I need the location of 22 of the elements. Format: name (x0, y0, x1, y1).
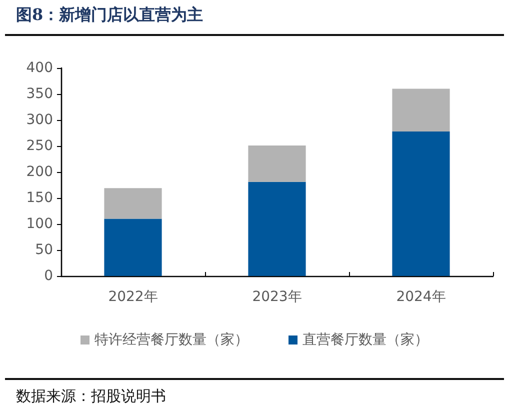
y-tick-label: 250 (26, 138, 53, 154)
chart-title: 图8：新增门店以直营为主 (16, 5, 204, 26)
bar (248, 182, 306, 276)
bar (248, 145, 306, 182)
y-tick-label: 0 (44, 268, 53, 284)
y-tick-label: 150 (26, 190, 53, 206)
bar (392, 88, 450, 132)
x-tick-label: 2022年 (108, 289, 158, 305)
bar (104, 218, 162, 276)
x-tick-label: 2024年 (396, 289, 446, 305)
y-tick-label: 50 (35, 242, 53, 258)
y-tick-label: 350 (26, 86, 53, 102)
bar (104, 188, 162, 219)
bar (392, 131, 450, 276)
y-tick-label: 300 (26, 112, 53, 128)
legend-label: 直营餐厅数量（家） (302, 332, 428, 348)
legend-label: 特许经营餐厅数量（家） (94, 332, 248, 348)
y-tick-label: 100 (26, 216, 53, 232)
x-tick-label: 2023年 (252, 289, 302, 305)
y-tick-label: 400 (26, 60, 53, 76)
y-tick-label: 200 (26, 164, 53, 180)
source-note: 数据来源：招股说明书 (16, 387, 166, 406)
